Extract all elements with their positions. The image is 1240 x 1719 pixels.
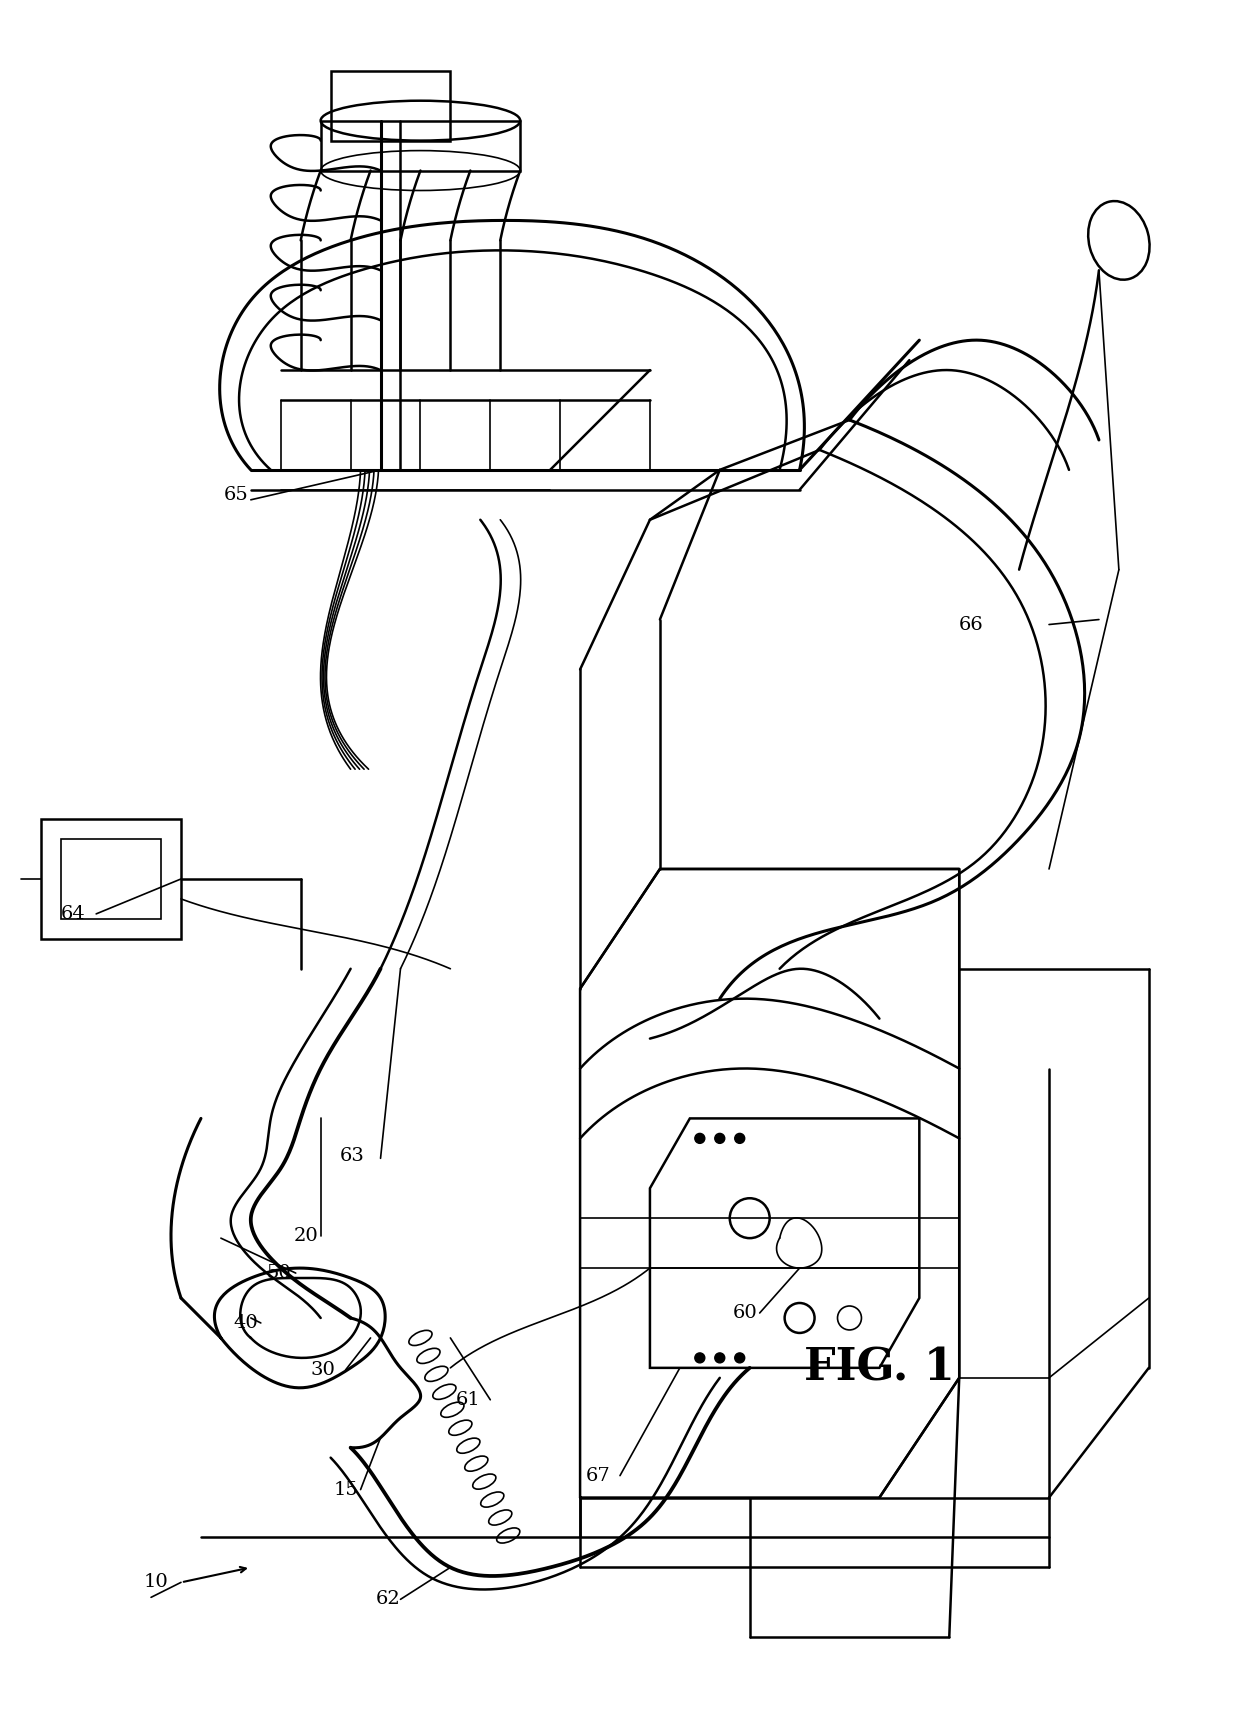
Text: 66: 66 <box>959 615 983 634</box>
Text: 64: 64 <box>61 904 86 923</box>
Text: 67: 67 <box>585 1466 610 1485</box>
Circle shape <box>735 1353 745 1363</box>
Circle shape <box>714 1353 724 1363</box>
Text: 50: 50 <box>267 1263 291 1282</box>
Circle shape <box>694 1353 704 1363</box>
Circle shape <box>714 1133 724 1143</box>
Text: FIG. 1: FIG. 1 <box>804 1346 955 1389</box>
Text: 10: 10 <box>144 1573 169 1592</box>
Circle shape <box>694 1133 704 1143</box>
Text: 63: 63 <box>340 1147 365 1165</box>
Text: 40: 40 <box>233 1313 258 1332</box>
Text: 65: 65 <box>223 486 248 504</box>
Circle shape <box>735 1133 745 1143</box>
Text: 62: 62 <box>376 1590 401 1609</box>
Text: 60: 60 <box>733 1305 758 1322</box>
Text: 61: 61 <box>456 1391 481 1410</box>
Text: 30: 30 <box>310 1361 335 1379</box>
Text: 20: 20 <box>294 1227 319 1245</box>
Text: 15: 15 <box>334 1480 358 1499</box>
